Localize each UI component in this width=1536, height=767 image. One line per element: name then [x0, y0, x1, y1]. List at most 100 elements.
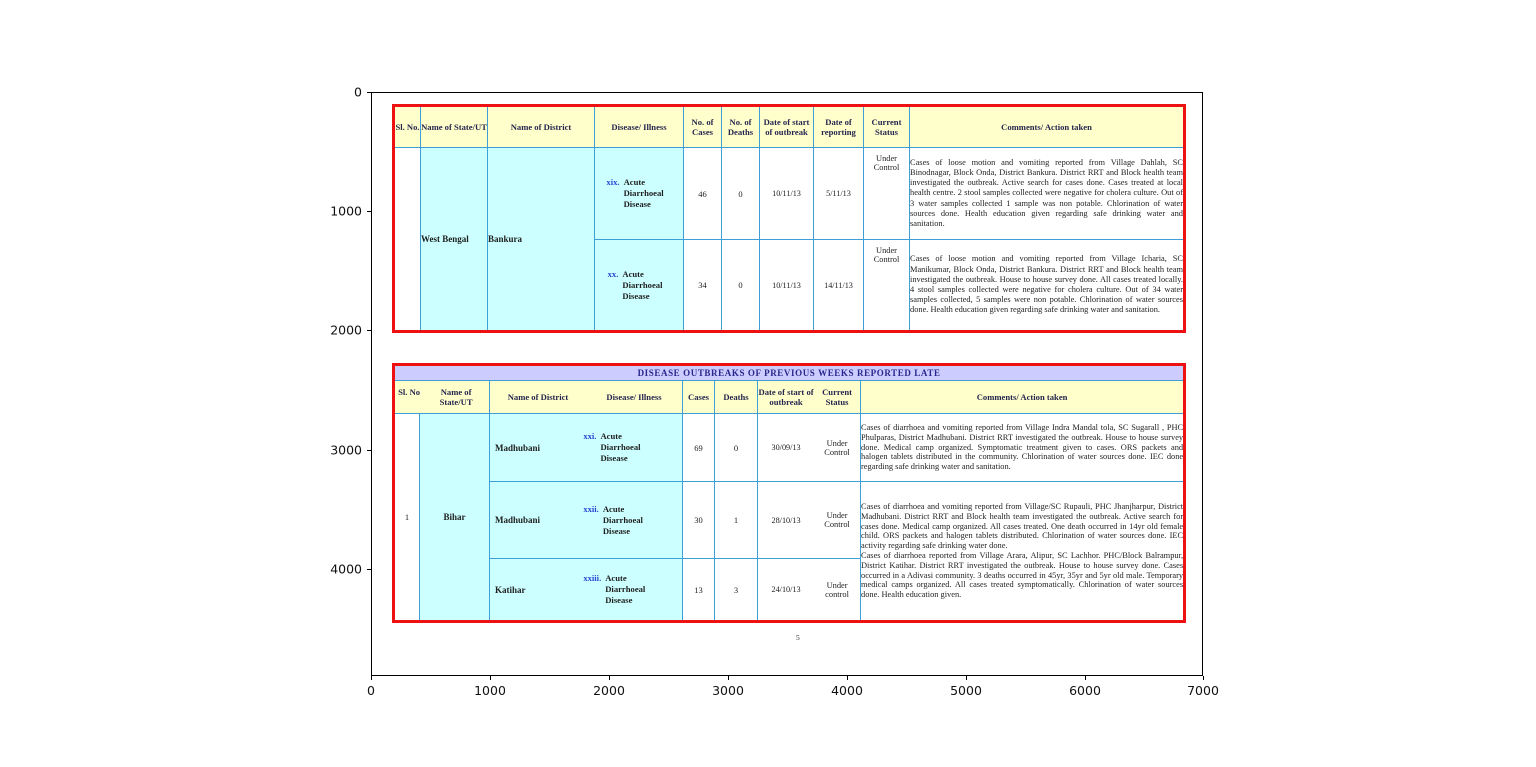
table-title-row: DISEASE OUTBREAKS OF PREVIOUS WEEKS REPO…	[392, 364, 1186, 381]
deaths-cell: 3	[714, 558, 758, 622]
y-tick-label: 1000	[330, 203, 362, 219]
status: Under Control	[824, 511, 850, 529]
x-tick-label: 3000	[712, 683, 744, 698]
y-tickmark	[367, 330, 371, 331]
column-header: Name of District	[487, 105, 595, 148]
slno-cell	[393, 147, 421, 332]
x-tick-label: 5000	[950, 683, 982, 698]
deaths-cell: 1	[714, 481, 758, 559]
start-date-cell: 10/11/13	[759, 147, 814, 240]
cases-cell: 30	[682, 481, 715, 559]
disease-number: xxi.	[583, 431, 597, 441]
x-tickmark	[490, 676, 491, 680]
y-tick-label: 0	[354, 84, 362, 100]
disease-number: xxii.	[583, 503, 599, 514]
table-row: Katihar xxiii. Acute Diarrhoeal Disease …	[394, 558, 1185, 622]
column-header: Name of District	[507, 391, 569, 402]
column-header: Date of start of outbreak	[758, 386, 814, 408]
column-header: Current Status	[822, 386, 852, 408]
y-tick-label: 2000	[330, 322, 362, 338]
x-tick-label: 6000	[1069, 683, 1101, 698]
status: Under Control	[824, 438, 850, 457]
status-cell: Under Control	[863, 239, 910, 332]
state-cell: West Bengal	[420, 147, 488, 332]
table-row: West Bengal Bankura xix. Acute Diarrhoea…	[393, 147, 1185, 332]
column-header: Deaths	[714, 380, 758, 414]
column-header-group: Date of start of outbreak Current Status	[757, 380, 861, 414]
column-header: Name of State/UT	[439, 386, 473, 408]
disease-cell: xix. Acute Diarrhoeal Disease	[594, 147, 684, 240]
district-name: Madhubani	[495, 515, 541, 525]
page-number: 5	[796, 633, 800, 642]
y-tickmark	[367, 569, 371, 570]
start-date-cell: 10/11/13	[759, 239, 814, 332]
table-title: DISEASE OUTBREAKS OF PREVIOUS WEEKS REPO…	[392, 364, 1186, 381]
x-tickmark	[966, 676, 967, 680]
deaths-cell: 0	[721, 147, 760, 240]
column-header-group: Name of District Disease/ Illness	[489, 380, 683, 414]
y-tickmark	[367, 450, 371, 451]
cases-cell: 13	[682, 558, 715, 622]
table-header-row: Sl. No Name of State/UT Name of District…	[393, 380, 1186, 414]
disease-name: Acute Diarrhoeal Disease	[600, 431, 641, 463]
column-header: No. of Cases	[683, 105, 722, 148]
table-row: Madhubani xxii. Acute Diarrhoeal Disease…	[394, 481, 1186, 622]
y-tickmark	[367, 211, 371, 212]
column-header: No. of Deaths	[721, 105, 760, 148]
y-tick-label: 4000	[330, 561, 362, 577]
start-date: 30/09/13	[771, 443, 801, 452]
comments-cell: Cases of diarrhoea and vomiting reported…	[859, 413, 1186, 482]
reporting-date-cell: 14/11/13	[813, 239, 864, 332]
district-disease-cell: Katihar xxiii. Acute Diarrhoeal Disease	[489, 558, 683, 622]
column-header-group: Sl. No Name of State/UT	[393, 380, 490, 414]
column-header: Name of State/UT	[420, 105, 488, 148]
status: Under control	[825, 580, 849, 599]
start-date: 28/10/13	[771, 515, 801, 525]
y-tickmark	[367, 92, 371, 93]
x-tickmark	[371, 676, 372, 680]
column-header: Sl. No	[398, 386, 421, 397]
start-date: 24/10/13	[771, 585, 801, 594]
outbreak-table-current: Sl. No. Name of State/UT Name of Distric…	[392, 104, 1186, 333]
x-tick-label: 4000	[831, 683, 863, 698]
x-tick-label: 0	[367, 683, 375, 698]
outbreak-table-late: DISEASE OUTBREAKS OF PREVIOUS WEEKS REPO…	[392, 363, 1187, 623]
cases-cell: 69	[682, 413, 715, 482]
date-status-cell: 30/09/13 Under Control	[757, 413, 861, 482]
cases-cell: 34	[683, 239, 722, 332]
disease-name: Acute Diarrhoeal Disease	[605, 573, 646, 605]
disease-name: Acute Diarrhoeal Disease	[623, 177, 664, 209]
disease-name: Acute Diarrhoeal Disease	[602, 503, 643, 536]
y-tick-label: 3000	[330, 442, 362, 458]
district-name: Katihar	[495, 584, 526, 595]
slno-cell: 1	[393, 413, 420, 622]
district-disease-cell: Madhubani xxii. Acute Diarrhoeal Disease	[489, 481, 683, 559]
comments-cell: Cases of loose motion and vomiting repor…	[909, 239, 1185, 332]
column-header: Date of start of outbreak	[759, 105, 814, 148]
disease-number: xix.	[606, 177, 620, 187]
disease-cell: xx. Acute Diarrhoeal Disease	[594, 239, 684, 332]
district-disease-cell: Madhubani xxi. Acute Diarrhoeal Disease	[489, 413, 683, 482]
x-tickmark	[728, 676, 729, 680]
date-status-cell: 28/10/13 Under Control	[757, 481, 861, 559]
x-tickmark	[847, 676, 848, 680]
column-header: Cases	[682, 380, 715, 414]
comments-cell-merged: Cases of diarrhoea and vomiting reported…	[859, 481, 1186, 622]
date-status-cell: 24/10/13 Under control	[757, 558, 861, 622]
column-header: Date of reporting	[813, 105, 864, 148]
table-row: 1 Bihar Madhubani xxi. Acute Diarrhoeal …	[393, 413, 1186, 622]
disease-number: xx.	[607, 268, 619, 279]
table-header-row: Sl. No. Name of State/UT Name of Distric…	[393, 105, 1185, 148]
disease-number: xxiii.	[583, 573, 602, 583]
column-header: Comments/ Action taken	[859, 380, 1186, 414]
x-tick-label: 2000	[593, 683, 625, 698]
status-cell: Under Control	[863, 147, 910, 240]
table-row: xx. Acute Diarrhoeal Disease 34 0 10/11/…	[394, 239, 1185, 332]
reporting-date-cell: 5/11/13	[813, 147, 864, 240]
state-cell: Bihar	[419, 413, 490, 622]
deaths-cell: 0	[721, 239, 760, 332]
x-tick-label: 7000	[1187, 683, 1219, 698]
cases-cell: 46	[683, 147, 722, 240]
disease-name: Acute Diarrhoeal Disease	[622, 268, 663, 301]
